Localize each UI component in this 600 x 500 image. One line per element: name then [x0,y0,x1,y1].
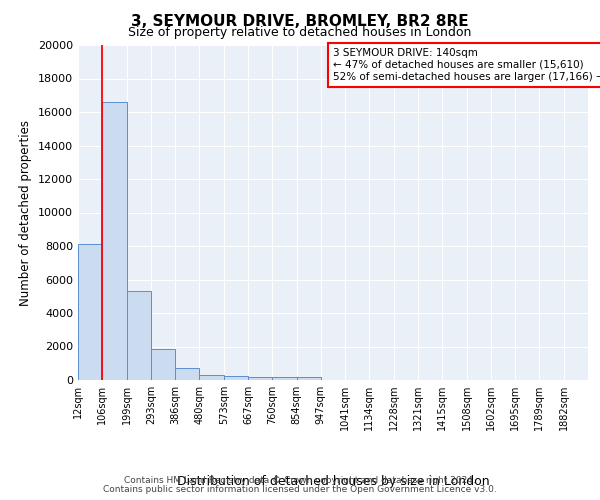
Y-axis label: Number of detached properties: Number of detached properties [19,120,32,306]
Bar [151,349,175,380]
Bar [272,377,296,380]
Bar [224,376,248,380]
Text: Contains public sector information licensed under the Open Government Licence v3: Contains public sector information licen… [103,485,497,494]
Bar [175,368,199,380]
Bar [127,291,151,380]
Bar [102,102,127,380]
Text: 3, SEYMOUR DRIVE, BROMLEY, BR2 8RE: 3, SEYMOUR DRIVE, BROMLEY, BR2 8RE [131,14,469,29]
X-axis label: Distribution of detached houses by size in London: Distribution of detached houses by size … [176,475,490,488]
Bar [199,375,224,380]
Text: 3 SEYMOUR DRIVE: 140sqm
← 47% of detached houses are smaller (15,610)
52% of sem: 3 SEYMOUR DRIVE: 140sqm ← 47% of detache… [333,48,600,82]
Bar [248,376,272,380]
Bar [78,244,102,380]
Text: Contains HM Land Registry data © Crown copyright and database right 2024.: Contains HM Land Registry data © Crown c… [124,476,476,485]
Text: Size of property relative to detached houses in London: Size of property relative to detached ho… [128,26,472,39]
Bar [296,378,321,380]
